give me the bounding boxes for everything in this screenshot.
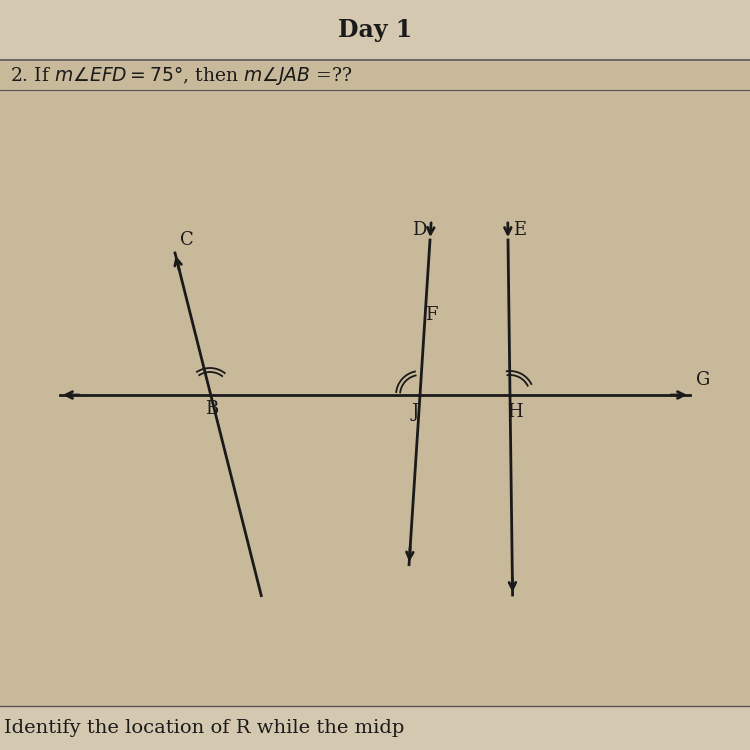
Text: B: B <box>205 400 218 418</box>
Bar <box>0 706 750 750</box>
Text: Day 1: Day 1 <box>338 18 412 42</box>
Text: Identify the location of R while the midp: Identify the location of R while the mid… <box>4 719 404 737</box>
Text: D: D <box>412 221 426 239</box>
Text: E: E <box>513 221 526 239</box>
Text: 2. If $m\angle EFD = 75°$, then $m\angle JAB$ =??: 2. If $m\angle EFD = 75°$, then $m\angle… <box>10 65 352 87</box>
Text: C: C <box>180 231 194 249</box>
Text: G: G <box>696 371 710 389</box>
Bar <box>0 0 750 60</box>
Text: H: H <box>507 403 523 421</box>
Text: F: F <box>425 306 437 324</box>
Text: J: J <box>412 403 419 421</box>
